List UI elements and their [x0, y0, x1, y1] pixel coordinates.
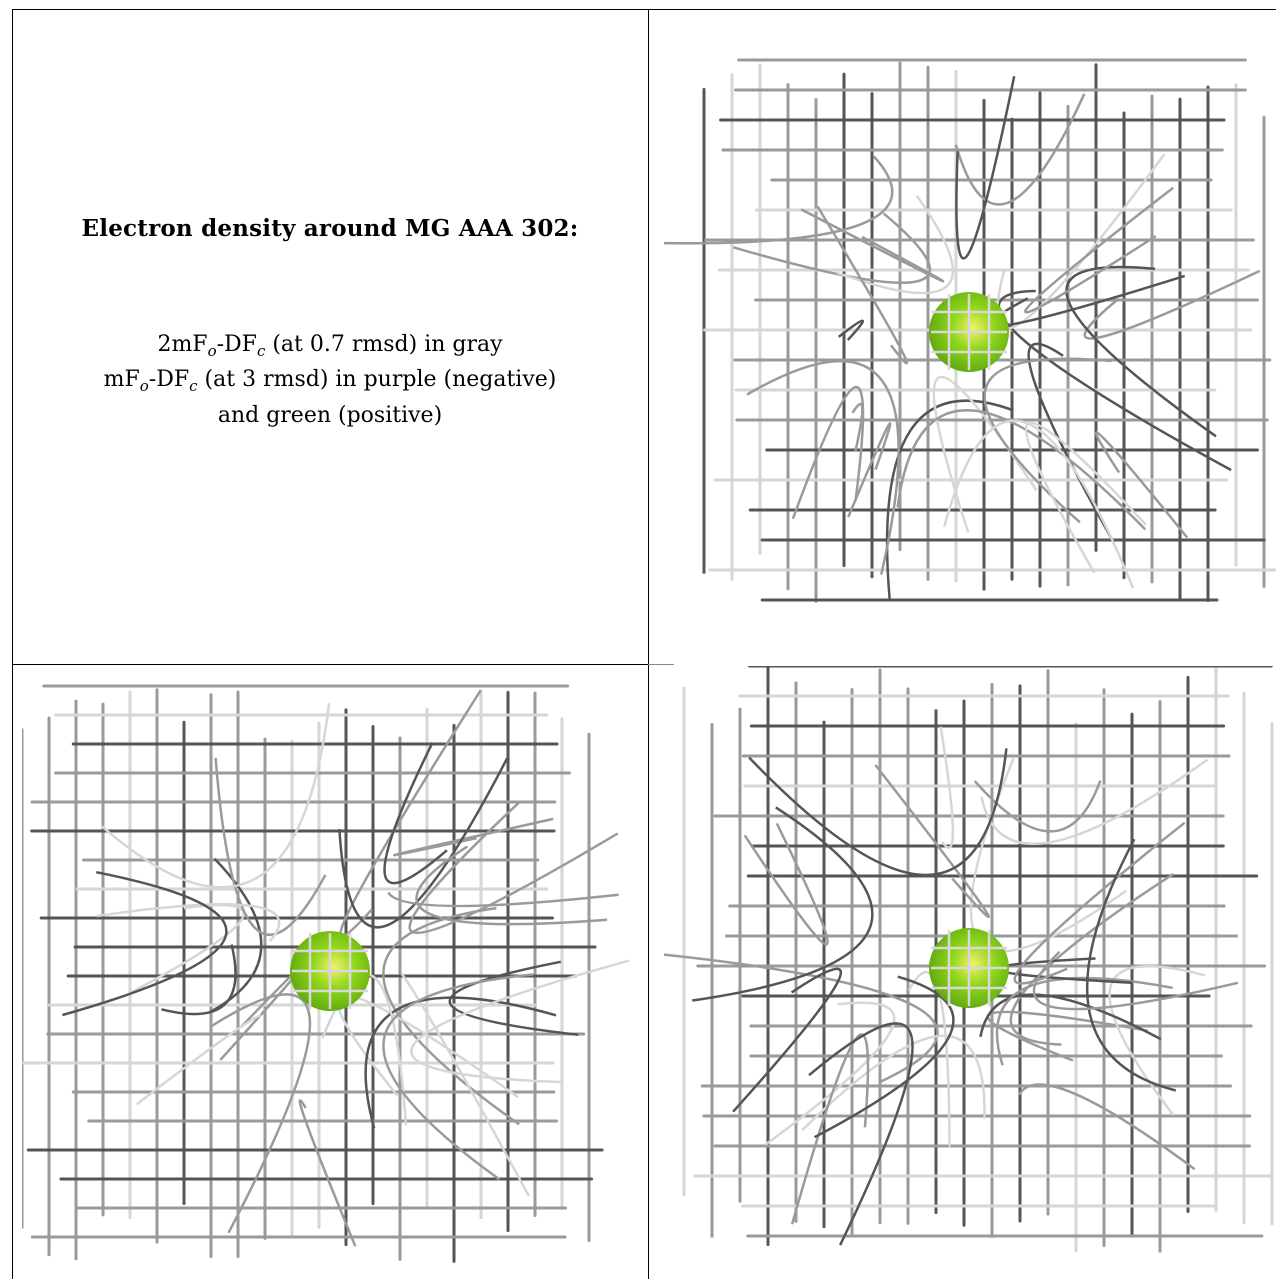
- mesh-contour: [382, 973, 534, 1181]
- mesh-contour: [214, 757, 327, 936]
- legend-line1-sub2: c: [256, 342, 266, 360]
- mesh-contour: [732, 212, 932, 284]
- mesh-contour: [101, 703, 331, 889]
- mesh-contour: [448, 960, 579, 1037]
- mesh-contour: [1009, 872, 1175, 1046]
- mesh-contour: [748, 748, 1008, 877]
- legend-line1-prefix: 2mF: [157, 332, 208, 357]
- mesh-contour: [692, 806, 874, 1002]
- mesh-contour: [732, 967, 843, 1113]
- table-divider-vertical: [648, 9, 649, 1279]
- mesh-grid: [664, 666, 1274, 1253]
- legend-line-fo-fc: mFo-DFc (at 3 rmsd) in purple (negative): [12, 367, 648, 395]
- mesh-contour: [800, 208, 945, 283]
- mesh-contour: [209, 857, 263, 1013]
- mesh-contour: [298, 1099, 357, 1247]
- mesh-contour: [986, 1010, 1149, 1062]
- legend-line1-sub1: o: [207, 342, 217, 360]
- mesh-contour: [393, 817, 554, 857]
- mg-atom-sphere: [290, 931, 370, 1011]
- table-divider-horizontal-right: [648, 664, 674, 665]
- mesh-contour: [400, 972, 530, 1197]
- legend-title: Electron density around MG AAA 302:: [81, 215, 579, 242]
- mesh-contour: [209, 993, 312, 1234]
- mesh-contour: [1083, 269, 1261, 340]
- mesh-contour: [364, 996, 557, 1129]
- view-bottom-left: [22, 676, 634, 1272]
- mesh-contour: [847, 422, 892, 518]
- mesh-contour: [746, 359, 900, 575]
- mesh-contour: [1108, 965, 1206, 1116]
- legend-line2-prefix: mF: [103, 367, 140, 392]
- mesh-contour: [338, 757, 509, 929]
- legend-cell: Electron density around MG AAA 302: 2mFo…: [12, 10, 648, 663]
- mesh-contour: [1024, 421, 1147, 574]
- mesh-contour: [1024, 186, 1174, 314]
- legend-line-green: and green (positive): [217, 403, 443, 428]
- table-border-left: [12, 9, 13, 1279]
- mesh-contour: [837, 319, 865, 341]
- mesh-contour: [743, 822, 829, 946]
- mesh-contour: [939, 726, 955, 849]
- density-mesh: [664, 58, 1276, 603]
- legend-line2-sub1: o: [139, 377, 149, 395]
- mesh-contour: [813, 975, 955, 1139]
- table-border-top: [12, 9, 1276, 10]
- mesh-contour: [664, 155, 894, 245]
- mesh-grid: [664, 58, 1276, 603]
- mesh-contour: [955, 76, 1016, 260]
- mg-atom-sphere: [929, 928, 1009, 1008]
- mesh-contour: [1017, 1083, 1196, 1171]
- mesh-contour: [664, 953, 939, 1084]
- mesh-contour: [62, 870, 228, 1017]
- legend-line2-suffix: (at 3 rmsd) in purple (negative): [197, 367, 557, 392]
- mesh-contour: [874, 764, 990, 919]
- density-mesh: [664, 666, 1274, 1253]
- mesh-contour: [764, 1001, 896, 1146]
- mesh-contour: [791, 385, 865, 520]
- view-top-right: [664, 30, 1276, 636]
- mesh-contour: [382, 906, 520, 1126]
- mesh-contour: [995, 976, 1173, 1066]
- mesh-contour: [816, 205, 909, 365]
- view-bottom-right: [664, 666, 1276, 1272]
- mesh-contour: [997, 289, 1232, 472]
- table-divider-horizontal: [12, 664, 664, 665]
- mesh-contour: [801, 1034, 986, 1131]
- mesh-contour: [96, 902, 281, 942]
- legend-line2-mid: -DF: [148, 367, 190, 392]
- density-mesh: [22, 684, 630, 1263]
- mesh-contour: [973, 780, 1102, 833]
- legend-line-2fo-fc: 2mFo-DFc (at 0.7 rmsd) in gray: [12, 332, 648, 360]
- mesh-contour: [885, 399, 1014, 599]
- mesh-contour: [942, 419, 1135, 589]
- mesh-contour: [896, 408, 1147, 531]
- mesh-contour: [836, 195, 955, 295]
- mesh-contour: [135, 1014, 262, 1106]
- mesh-contour: [954, 93, 1086, 206]
- mesh-contour: [415, 845, 608, 926]
- mg-atom-sphere: [929, 292, 1009, 372]
- mesh-contour: [339, 689, 482, 938]
- mesh-contour: [808, 1022, 914, 1246]
- mesh-contour: [1065, 265, 1217, 438]
- legend-line2-sub2: c: [189, 377, 198, 395]
- mesh-contour: [1094, 431, 1189, 539]
- mesh-contour: [387, 891, 619, 908]
- mesh-contour: [1032, 951, 1239, 1011]
- mesh-contour: [408, 801, 619, 935]
- mesh-contour: [983, 357, 1112, 524]
- mesh-contour: [383, 741, 448, 885]
- mesh-contour: [410, 959, 630, 1084]
- legend-line1-mid: -DF: [216, 332, 257, 357]
- mesh-contour: [161, 944, 237, 1016]
- legend-line1-suffix: (at 0.7 rmsd) in gray: [265, 332, 503, 357]
